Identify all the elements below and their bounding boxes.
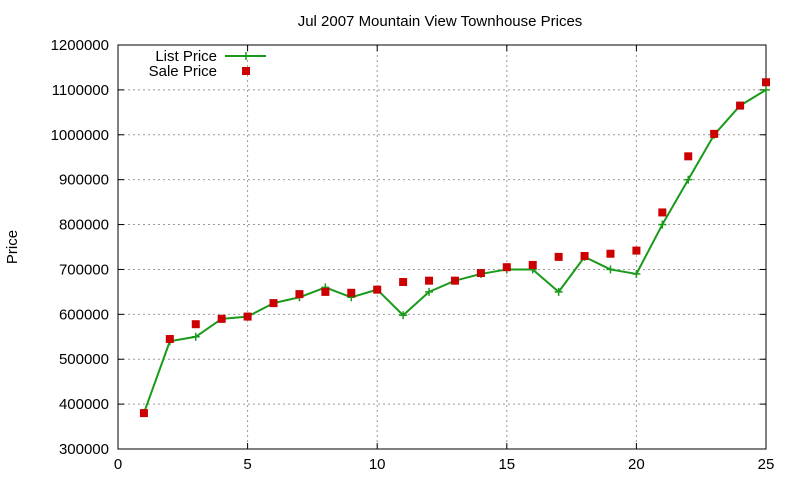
legend-label-list-price: List Price <box>155 48 217 65</box>
sale-price-point <box>502 263 511 272</box>
sale-price-point <box>399 278 408 287</box>
axis-ticks: 0 5 10 15 20 25 300000 400000 500000 600000 700000… <box>51 37 775 473</box>
sale-price-point <box>658 208 667 217</box>
sale-price-point <box>269 299 278 308</box>
list-price-point <box>606 265 615 274</box>
sale-price-point <box>450 276 459 285</box>
y-tick-label: 1100000 <box>52 82 109 99</box>
sale-price-point <box>165 335 174 344</box>
x-tick-label: 20 <box>628 456 645 473</box>
series-line-list-price <box>142 89 767 414</box>
legend-marker-list-price <box>242 52 250 60</box>
sale-price-point <box>373 285 382 294</box>
sale-price-point <box>710 129 719 138</box>
sale-price-point <box>139 409 148 418</box>
sale-price-point <box>554 252 563 261</box>
sale-price-point <box>425 276 434 285</box>
sale-price-point <box>347 288 356 297</box>
grid-lines <box>118 45 766 449</box>
series-layer <box>139 78 770 418</box>
list-price-point <box>425 287 434 296</box>
sale-price-point <box>295 290 304 299</box>
chart-title: Jul 2007 Mountain View Townhouse Prices <box>298 13 583 30</box>
sale-price-point <box>321 287 330 296</box>
y-tick-label: 400000 <box>59 396 109 413</box>
sale-price-point <box>580 251 589 260</box>
list-price-point <box>554 287 563 296</box>
x-tick-label: 25 <box>758 456 775 473</box>
list-price-point <box>191 332 200 341</box>
list-price-point <box>684 175 693 184</box>
sale-price-point <box>528 260 537 269</box>
y-tick-label: 700000 <box>59 261 109 278</box>
sale-price-point <box>476 269 485 278</box>
sale-price-point <box>191 320 200 329</box>
y-tick-label: 1200000 <box>51 37 109 54</box>
sale-price-point <box>762 78 770 87</box>
x-tick-label: 15 <box>498 456 515 473</box>
y-axis-label: Price <box>4 230 21 264</box>
y-tick-label: 500000 <box>59 351 109 368</box>
y-tick-label: 800000 <box>59 217 109 234</box>
list-price-point <box>632 269 641 278</box>
y-tick-label: 1000000 <box>51 127 109 144</box>
sale-price-point <box>217 314 226 323</box>
legend-label-sale-price: Sale Price <box>149 63 217 80</box>
y-tick-label: 600000 <box>59 306 109 323</box>
x-tick-label: 10 <box>369 456 386 473</box>
legend-plus-glyph <box>242 52 250 60</box>
x-tick-label: 0 <box>114 456 122 473</box>
sale-price-point <box>684 152 693 161</box>
sale-price-point <box>243 312 252 321</box>
y-tick-label: 900000 <box>59 172 109 189</box>
sale-price-point <box>736 101 745 110</box>
sale-price-point <box>606 249 615 258</box>
list-price-point <box>399 311 408 320</box>
list-price-point <box>762 85 770 94</box>
legend: List Price Sale Price <box>149 48 266 80</box>
x-tick-label: 5 <box>243 456 251 473</box>
y-tick-label: 300000 <box>59 441 109 458</box>
list-price-point <box>658 220 667 229</box>
legend-marker-sale-price <box>242 67 250 75</box>
sale-price-point <box>632 246 641 255</box>
plot-frame <box>117 44 767 450</box>
